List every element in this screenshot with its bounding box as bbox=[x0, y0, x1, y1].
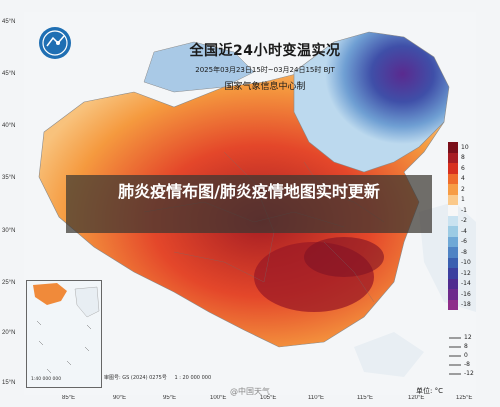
legend-row: 1 bbox=[448, 194, 478, 205]
color-legend: 10 8 6 4 2 1 -1 -2 -4 -6 -8 -10 -12 -14 -16 -18 bbox=[448, 142, 478, 310]
legend-label: -18 bbox=[461, 301, 471, 309]
legend-swatch bbox=[448, 215, 458, 226]
lat-tick: 15°N bbox=[2, 380, 16, 386]
legend-swatch bbox=[448, 268, 458, 279]
legend-row: 10 bbox=[448, 142, 478, 153]
lat-tick: 35°N bbox=[2, 175, 16, 181]
lon-tick: 85°E bbox=[62, 395, 76, 401]
legend-swatch bbox=[448, 236, 458, 247]
unit-label: 单位: °C bbox=[416, 387, 443, 395]
lat-tick: 30°N bbox=[2, 228, 16, 234]
secondary-legend-row: 8 bbox=[448, 342, 478, 351]
legend-swatch bbox=[448, 278, 458, 289]
legend-row: 2 bbox=[448, 184, 478, 195]
secondary-legend-label: -8 bbox=[464, 361, 470, 368]
legend-label: 4 bbox=[461, 175, 465, 183]
legend-row: -18 bbox=[448, 299, 478, 310]
legend-label: -1 bbox=[461, 206, 467, 214]
legend-label: 2 bbox=[461, 185, 465, 193]
secondary-legend-row: -8 bbox=[448, 360, 478, 369]
map-subtitle: 2025年03月23日15时~03月24日15时 BJT bbox=[195, 66, 335, 74]
legend-row: 6 bbox=[448, 163, 478, 174]
secondary-legend-label: 8 bbox=[464, 343, 468, 350]
lon-tick: 120°E bbox=[408, 395, 425, 401]
legend-row: 4 bbox=[448, 173, 478, 184]
legend-swatch bbox=[448, 247, 458, 258]
lon-tick: 90°E bbox=[113, 395, 127, 401]
legend-row: -10 bbox=[448, 257, 478, 268]
secondary-legend-row: -12 bbox=[448, 369, 478, 378]
legend-swatch bbox=[448, 152, 458, 163]
lat-tick: 40°N bbox=[2, 123, 16, 129]
legend-label: -14 bbox=[461, 280, 471, 288]
legend-symbol-icon bbox=[449, 364, 461, 365]
lon-tick: 125°E bbox=[456, 395, 473, 401]
secondary-legend-label: 12 bbox=[464, 334, 472, 341]
approval-text: 审图号: GS (2024) 0275号 bbox=[104, 375, 167, 381]
lon-tick: 115°E bbox=[357, 395, 373, 401]
secondary-legend-row: 0 bbox=[448, 351, 478, 360]
legend-row: -16 bbox=[448, 289, 478, 300]
legend-row: 8 bbox=[448, 152, 478, 163]
legend-row: -12 bbox=[448, 268, 478, 279]
lon-tick: 100°E bbox=[210, 395, 227, 401]
legend-swatch bbox=[448, 205, 458, 216]
lat-tick: 20°N bbox=[2, 330, 16, 336]
legend-swatch bbox=[448, 163, 458, 174]
approval-note: 审图号: GS (2024) 0275号 1 : 20 000 000 bbox=[104, 374, 211, 381]
legend-row: -6 bbox=[448, 236, 478, 247]
legend-row: -14 bbox=[448, 278, 478, 289]
headline-text: 肺炎疫情布图/肺炎疫情地图实时更新 bbox=[118, 182, 380, 201]
legend-label: -4 bbox=[461, 227, 467, 235]
legend-label: -16 bbox=[461, 290, 471, 298]
inset-scale: 1:40 000 000 bbox=[31, 377, 62, 382]
lon-tick: 105°E bbox=[260, 395, 277, 401]
secondary-legend: 12 8 0 -8 -12 bbox=[448, 333, 478, 378]
legend-label: 10 bbox=[461, 143, 469, 151]
legend-label: -6 bbox=[461, 238, 467, 246]
map-title: 全国近24小时变温实况 bbox=[189, 43, 341, 59]
scale-text: 1 : 20 000 000 bbox=[174, 375, 212, 381]
legend-swatch bbox=[448, 142, 458, 153]
legend-swatch bbox=[448, 226, 458, 237]
south-china-sea-inset: 1:40 000 000 bbox=[26, 280, 102, 388]
legend-label: 6 bbox=[461, 164, 465, 172]
legend-row: -2 bbox=[448, 215, 478, 226]
legend-swatch bbox=[448, 257, 458, 268]
legend-row: -8 bbox=[448, 247, 478, 258]
watermark: @中国天气 bbox=[230, 387, 270, 396]
legend-swatch bbox=[448, 299, 458, 310]
legend-swatch bbox=[448, 173, 458, 184]
inset-map bbox=[27, 281, 101, 387]
legend-swatch bbox=[448, 194, 458, 205]
lat-tick: 45°N bbox=[2, 19, 16, 25]
legend-label: -10 bbox=[461, 259, 471, 267]
headline-overlay: 肺炎疫情布图/肺炎疫情地图实时更新 bbox=[66, 175, 432, 233]
secondary-legend-row: 12 bbox=[448, 333, 478, 342]
legend-label: 1 bbox=[461, 196, 465, 204]
lat-tick: 45°N bbox=[2, 71, 16, 77]
map-organization: 国家气象信息中心制 bbox=[224, 82, 306, 92]
lon-tick: 110°E bbox=[308, 395, 324, 401]
map-title-block: 全国近24小时变温实况 2025年03月23日15时~03月24日15时 BJT… bbox=[150, 40, 380, 92]
legend-row: -4 bbox=[448, 226, 478, 237]
lat-tick: 25°N bbox=[2, 280, 16, 286]
legend-label: 8 bbox=[461, 154, 465, 162]
secondary-legend-label: 0 bbox=[464, 352, 468, 359]
secondary-legend-label: -12 bbox=[464, 370, 474, 377]
cma-logo-icon bbox=[39, 27, 71, 59]
legend-swatch bbox=[448, 184, 458, 195]
lon-tick: 95°E bbox=[163, 395, 177, 401]
legend-symbol-icon bbox=[449, 337, 461, 338]
legend-swatch bbox=[448, 289, 458, 300]
legend-symbol-icon bbox=[449, 346, 461, 347]
legend-label: -8 bbox=[461, 248, 467, 256]
legend-row: -1 bbox=[448, 205, 478, 216]
legend-symbol-icon bbox=[449, 373, 461, 374]
legend-label: -2 bbox=[461, 217, 467, 225]
legend-symbol-icon bbox=[449, 355, 461, 356]
legend-label: -12 bbox=[461, 269, 471, 277]
